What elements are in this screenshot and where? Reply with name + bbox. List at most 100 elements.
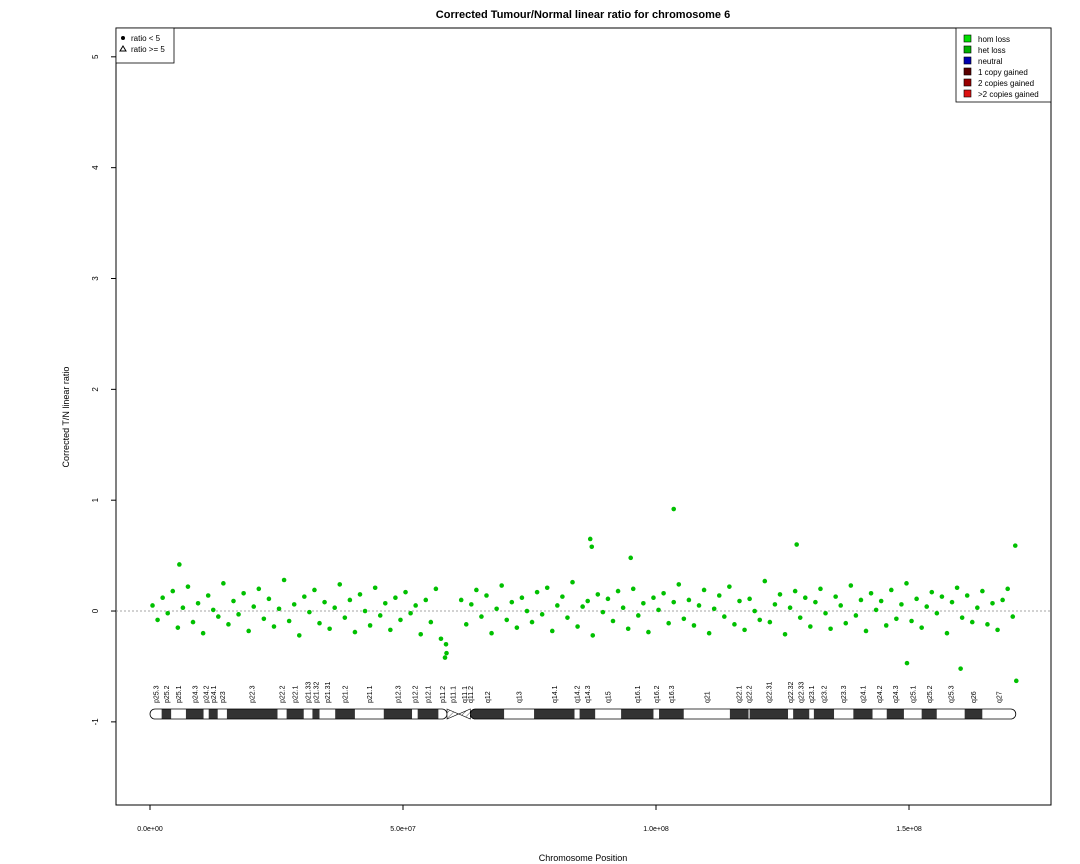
point [177, 562, 182, 567]
y-tick-label: 4 [91, 165, 100, 170]
point [226, 622, 231, 627]
point [914, 596, 919, 602]
point [904, 660, 910, 666]
band-label: p24.1 [211, 685, 218, 703]
point [797, 615, 803, 620]
band-label: p21.2 [343, 685, 350, 703]
legend-label: neutral [978, 57, 1003, 66]
y-tick-label: -1 [91, 718, 100, 726]
band [903, 709, 922, 719]
legend-marker [121, 36, 125, 40]
point [995, 627, 1000, 633]
point [221, 581, 226, 586]
bands [150, 709, 1016, 719]
copy-number-legend: hom loss het loss neutral 1 copy gained 2 co… [955, 27, 1052, 103]
point [671, 599, 677, 605]
band-label: p25.2 [164, 685, 171, 703]
band [729, 709, 749, 719]
legend-label: 2 copies gained [978, 79, 1034, 88]
band-label: p11.1 [450, 686, 457, 703]
point [307, 609, 312, 615]
band-label: q14.1 [552, 685, 559, 703]
band-label: p22.3 [250, 685, 257, 703]
point [757, 617, 763, 623]
band [788, 709, 794, 719]
point [529, 619, 535, 625]
point [853, 613, 859, 618]
point [377, 613, 383, 618]
band [659, 709, 684, 719]
band [277, 709, 287, 719]
band-label: q12 [485, 691, 492, 703]
legend-swatch [963, 45, 972, 54]
point [716, 593, 722, 598]
band [683, 709, 730, 719]
band [921, 709, 937, 719]
band-label: q13 [517, 691, 524, 703]
point [628, 555, 634, 561]
point [484, 593, 489, 598]
point [681, 616, 687, 622]
point [524, 608, 530, 614]
point [271, 624, 277, 629]
band-label: q25.3 [948, 685, 955, 703]
point [458, 597, 464, 603]
band-label: p21.33 [306, 681, 313, 703]
point [661, 590, 666, 596]
point [737, 598, 742, 604]
band [185, 709, 204, 719]
point [423, 597, 429, 603]
band-label: q24.3 [893, 685, 900, 703]
point [251, 604, 257, 609]
point [595, 592, 601, 597]
point [889, 587, 894, 593]
band-label: q24.1 [860, 685, 867, 703]
point [767, 619, 773, 625]
point [442, 655, 448, 660]
band [813, 709, 835, 719]
band-label: p11.2 [440, 686, 447, 703]
point [949, 599, 955, 605]
point [838, 603, 844, 608]
band-label: p24.2 [204, 685, 211, 703]
point [362, 608, 368, 614]
point [630, 586, 636, 592]
band [412, 709, 418, 719]
band-label: q27 [997, 691, 1004, 703]
plot-area [116, 506, 1051, 684]
band [834, 709, 854, 719]
legend-label: het loss [978, 46, 1006, 55]
point [444, 650, 449, 656]
band [171, 709, 186, 719]
point [256, 586, 262, 592]
point [605, 596, 611, 602]
point [519, 595, 525, 601]
band-label: p12.2 [412, 685, 419, 703]
band [579, 709, 596, 719]
band-label: p22.2 [280, 685, 287, 703]
point [170, 588, 176, 594]
point [398, 617, 403, 623]
point [575, 624, 580, 629]
point [499, 583, 504, 588]
point [241, 590, 246, 596]
point [474, 587, 479, 593]
point [372, 585, 378, 591]
band-label: q23.2 [822, 685, 829, 703]
point [868, 590, 874, 596]
band-label: q16.1 [635, 685, 642, 703]
band-label: q11.2 [468, 686, 475, 703]
point [777, 592, 783, 597]
band [534, 709, 575, 719]
point [711, 606, 717, 612]
band-label: q22.31 [766, 681, 773, 703]
point [696, 603, 702, 608]
band-label: q11.1 [462, 686, 469, 703]
point [610, 618, 616, 624]
point [388, 627, 393, 633]
point [975, 605, 980, 611]
point [615, 588, 621, 594]
point [958, 666, 963, 671]
y-tick-label: 2 [91, 387, 100, 392]
